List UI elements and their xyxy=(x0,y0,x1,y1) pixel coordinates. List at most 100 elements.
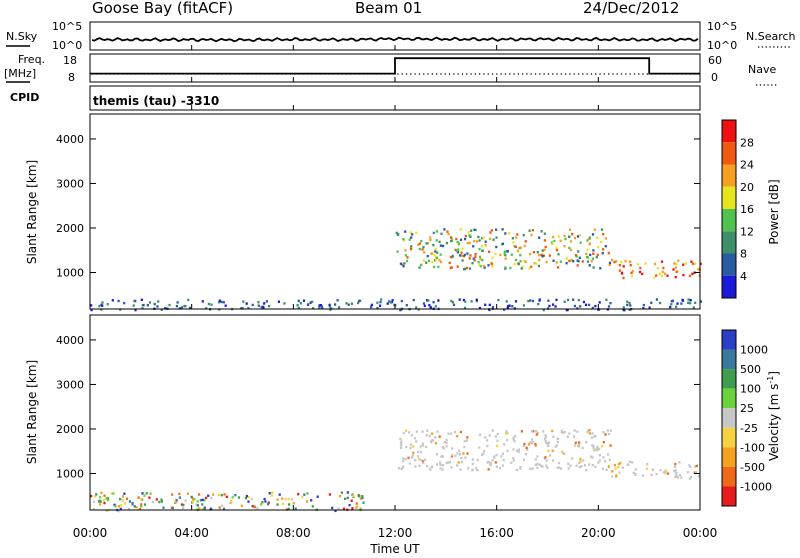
heatmap-cell xyxy=(544,435,547,438)
heatmap-cell xyxy=(582,459,585,462)
heatmap-cell xyxy=(605,298,608,301)
heatmap-cell xyxy=(421,430,424,433)
heatmap-cell xyxy=(530,233,533,237)
frequency-series-line xyxy=(90,57,700,75)
heatmap-cell xyxy=(675,262,678,266)
heatmap-cell xyxy=(563,431,566,434)
colorbar-label: -25 xyxy=(740,422,758,435)
velocity-y-tick-labels: 1000 2000 3000 4000 xyxy=(56,334,700,480)
heatmap-cell xyxy=(92,508,95,511)
colorbar-swatch xyxy=(722,447,736,467)
heatmap-cell xyxy=(521,265,524,268)
heatmap-cell xyxy=(415,231,418,235)
heatmap-cell xyxy=(411,456,414,459)
heatmap-cell xyxy=(435,256,439,259)
heatmap-cell xyxy=(133,505,136,508)
heatmap-cell xyxy=(586,430,589,434)
heatmap-cell xyxy=(466,252,469,255)
heatmap-cell xyxy=(90,494,93,498)
heatmap-cell xyxy=(220,300,223,304)
heatmap-cell xyxy=(456,464,459,467)
heatmap-cell xyxy=(573,429,576,432)
heatmap-cell xyxy=(218,301,221,304)
heatmap-cell xyxy=(400,440,403,443)
heatmap-cell xyxy=(576,235,580,238)
colorbar-swatch xyxy=(722,186,736,209)
heatmap-cell xyxy=(445,438,448,442)
heatmap-cell xyxy=(471,458,474,461)
heatmap-cell xyxy=(210,496,213,500)
heatmap-cell xyxy=(456,435,459,438)
heatmap-cell xyxy=(614,467,617,470)
heatmap-cell xyxy=(505,300,508,303)
heatmap-cell xyxy=(418,242,421,245)
heatmap-cell xyxy=(195,503,198,506)
heatmap-cell xyxy=(546,466,549,469)
heatmap-cell xyxy=(538,299,541,303)
heatmap-cell xyxy=(100,491,103,494)
heatmap-cell xyxy=(588,242,591,245)
heatmap-cell xyxy=(440,455,443,458)
heatmap-cell xyxy=(450,236,453,240)
heatmap-cell xyxy=(538,463,541,466)
heatmap-cell xyxy=(350,499,353,502)
heatmap-cell xyxy=(423,458,426,461)
heatmap-cell xyxy=(691,262,694,265)
heatmap-cell xyxy=(562,452,565,455)
heatmap-cell xyxy=(439,463,442,466)
heatmap-cell xyxy=(535,430,538,433)
heatmap-cell xyxy=(684,262,688,265)
heatmap-cell xyxy=(351,507,354,510)
heatmap-cell xyxy=(297,299,300,303)
heatmap-cell xyxy=(545,260,548,264)
heatmap-cell xyxy=(432,301,435,304)
heatmap-cell xyxy=(556,437,559,440)
heatmap-cell xyxy=(151,500,154,504)
heatmap-cell xyxy=(103,501,106,505)
colorbar-swatch xyxy=(722,120,736,143)
heatmap-cell xyxy=(536,455,539,458)
heatmap-cell xyxy=(634,473,637,476)
heatmap-cell xyxy=(328,305,331,308)
heatmap-cell xyxy=(602,441,605,444)
heatmap-cell xyxy=(455,237,458,241)
heatmap-cell xyxy=(611,475,614,478)
heatmap-cell xyxy=(674,462,677,466)
heatmap-cell xyxy=(483,449,486,453)
heatmap-cell xyxy=(222,301,225,304)
heatmap-cell xyxy=(422,302,425,305)
colorbar-swatch xyxy=(722,330,736,350)
heatmap-cell xyxy=(622,265,625,268)
heatmap-cell xyxy=(466,452,469,455)
heatmap-cell xyxy=(188,306,191,310)
heatmap-cell xyxy=(379,300,382,304)
heatmap-cell xyxy=(429,306,432,309)
heatmap-cell xyxy=(218,299,221,302)
heatmap-cell xyxy=(567,298,570,302)
heatmap-cell xyxy=(265,300,268,303)
colorbar-label: 4 xyxy=(740,270,747,283)
heatmap-cell xyxy=(448,461,452,464)
nsearch-label: N.Search xyxy=(746,30,796,43)
heatmap-cell xyxy=(503,443,506,446)
heatmap-cell xyxy=(316,495,319,498)
heatmap-cell xyxy=(438,435,441,438)
heatmap-cell xyxy=(312,307,315,310)
heatmap-cell xyxy=(520,267,523,270)
heatmap-cell xyxy=(590,455,593,458)
heatmap-cell xyxy=(484,244,487,247)
heatmap-cell xyxy=(642,307,645,310)
colorbar-swatch xyxy=(722,142,736,165)
heatmap-cell xyxy=(615,474,618,477)
heatmap-cell xyxy=(579,305,582,308)
colorbar-frame xyxy=(721,119,737,299)
heatmap-cell xyxy=(244,497,247,500)
heatmap-cell xyxy=(551,449,554,452)
heatmap-cell xyxy=(469,235,472,238)
heatmap-cell xyxy=(143,503,147,506)
heatmap-cell xyxy=(567,467,570,470)
heatmap-cell xyxy=(554,445,557,448)
heatmap-cell xyxy=(516,249,520,253)
heatmap-cell xyxy=(271,491,274,494)
